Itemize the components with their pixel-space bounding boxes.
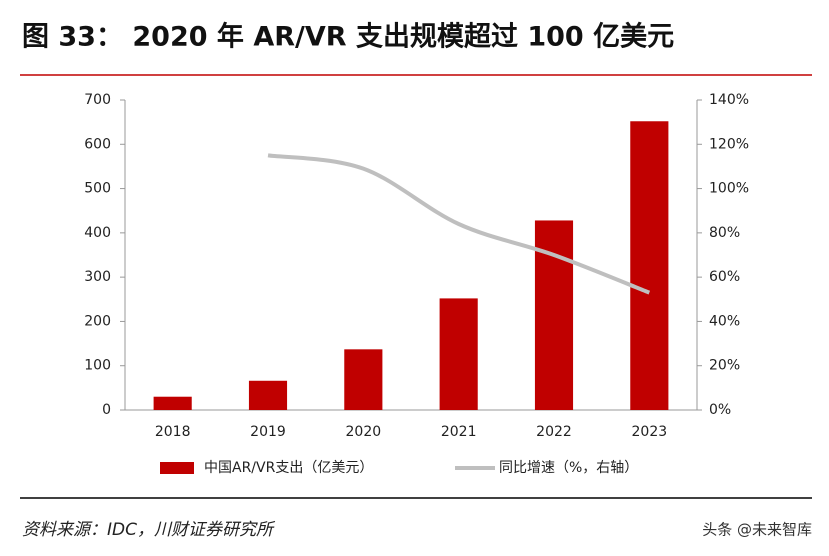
chart-title: 图 33： 2020 年 AR/VR 支出规模超过 100 亿美元 bbox=[22, 21, 674, 53]
x-tick-label: 2021 bbox=[441, 424, 477, 440]
x-tick-label: 2019 bbox=[250, 424, 286, 440]
x-tick-label: 2023 bbox=[632, 424, 668, 440]
y2-tick-label: 120% bbox=[709, 136, 749, 152]
y2-tick-label: 0% bbox=[709, 402, 731, 418]
line bbox=[267, 153, 651, 295]
y-tick-label: 100 bbox=[84, 358, 111, 374]
legend-label: 中国AR/VR支出（亿美元） bbox=[204, 460, 373, 476]
y2-tick-label: 100% bbox=[709, 181, 749, 197]
bar bbox=[630, 121, 669, 410]
legend-label: 同比增速（%，右轴） bbox=[499, 460, 638, 476]
bar bbox=[248, 380, 288, 410]
y2-tick-label: 140% bbox=[709, 92, 749, 108]
y-tick-label: 500 bbox=[84, 181, 111, 197]
y-tick-label: 700 bbox=[84, 92, 111, 108]
x-tick-label: 2018 bbox=[155, 424, 191, 440]
legend-swatch bbox=[160, 462, 194, 474]
x-tick-label: 2020 bbox=[346, 424, 382, 440]
y-tick-label: 300 bbox=[84, 269, 111, 285]
bar bbox=[439, 298, 478, 410]
y2-tick-label: 80% bbox=[709, 225, 740, 241]
y-tick-label: 400 bbox=[84, 225, 111, 241]
x-tick-label: 2022 bbox=[536, 424, 572, 440]
y2-tick-label: 60% bbox=[709, 269, 740, 285]
y2-tick-label: 40% bbox=[709, 313, 740, 329]
y-tick-label: 200 bbox=[84, 313, 111, 329]
y-tick-label: 600 bbox=[84, 136, 111, 152]
y2-tick-label: 20% bbox=[709, 358, 740, 374]
bar bbox=[153, 396, 192, 410]
watermark: 头条 @未来智库 bbox=[702, 521, 812, 539]
y-tick-label: 0 bbox=[102, 402, 111, 418]
bar bbox=[344, 349, 383, 410]
source: 资料来源：IDC，川财证券研究所 bbox=[22, 520, 276, 540]
